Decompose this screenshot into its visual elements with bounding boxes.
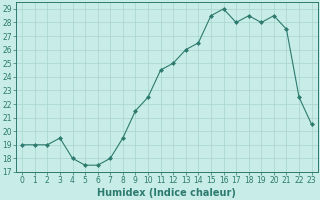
- X-axis label: Humidex (Indice chaleur): Humidex (Indice chaleur): [98, 188, 236, 198]
